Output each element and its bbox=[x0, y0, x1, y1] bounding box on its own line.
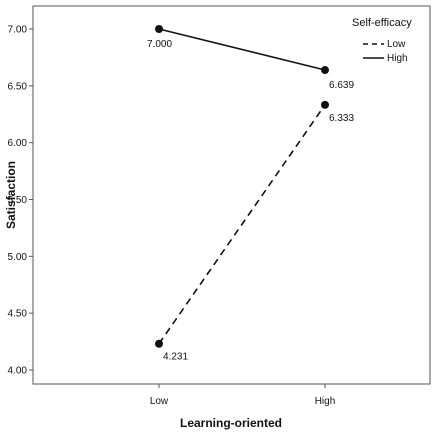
y-tick-label: 6.00 bbox=[8, 138, 28, 149]
data-label: 7.000 bbox=[147, 39, 172, 50]
legend-label-high: High bbox=[387, 53, 408, 64]
data-point-high bbox=[321, 66, 329, 75]
x-axis-title: Learning-oriented bbox=[180, 416, 282, 430]
y-tick-label: 7.00 bbox=[8, 25, 28, 36]
y-tick-label: 5.00 bbox=[8, 252, 28, 263]
data-label: 4.231 bbox=[163, 352, 188, 363]
plot-frame bbox=[32, 5, 431, 385]
series-lines bbox=[158, 28, 326, 345]
data-point-high bbox=[155, 25, 163, 33]
data-point-low bbox=[155, 339, 163, 348]
data-label: 6.333 bbox=[329, 113, 354, 124]
series-points bbox=[155, 25, 329, 348]
legend: Self-efficacy Low High bbox=[352, 17, 412, 64]
y-tick-label: 4.50 bbox=[8, 309, 28, 320]
y-tick-label: 6.50 bbox=[8, 81, 28, 92]
x-tick-label: High bbox=[315, 396, 336, 407]
y-axis: 4.00 4.50 5.00 5.50 6.00 6.50 7.00 bbox=[8, 25, 33, 377]
data-point-low bbox=[321, 100, 329, 109]
x-tick-label: Low bbox=[150, 396, 169, 407]
data-labels: 4.231 6.333 7.000 6.639 bbox=[147, 39, 354, 363]
series-line-low bbox=[158, 104, 326, 345]
legend-title: Self-efficacy bbox=[352, 17, 412, 29]
legend-label-low: Low bbox=[387, 39, 406, 50]
x-axis: Low High bbox=[150, 384, 335, 407]
data-label: 6.639 bbox=[329, 80, 354, 91]
y-tick-label: 5.50 bbox=[8, 195, 28, 206]
series-line-high bbox=[158, 28, 326, 71]
y-tick-label: 4.00 bbox=[8, 366, 28, 377]
y-axis-title: Satisfaction bbox=[4, 161, 18, 229]
